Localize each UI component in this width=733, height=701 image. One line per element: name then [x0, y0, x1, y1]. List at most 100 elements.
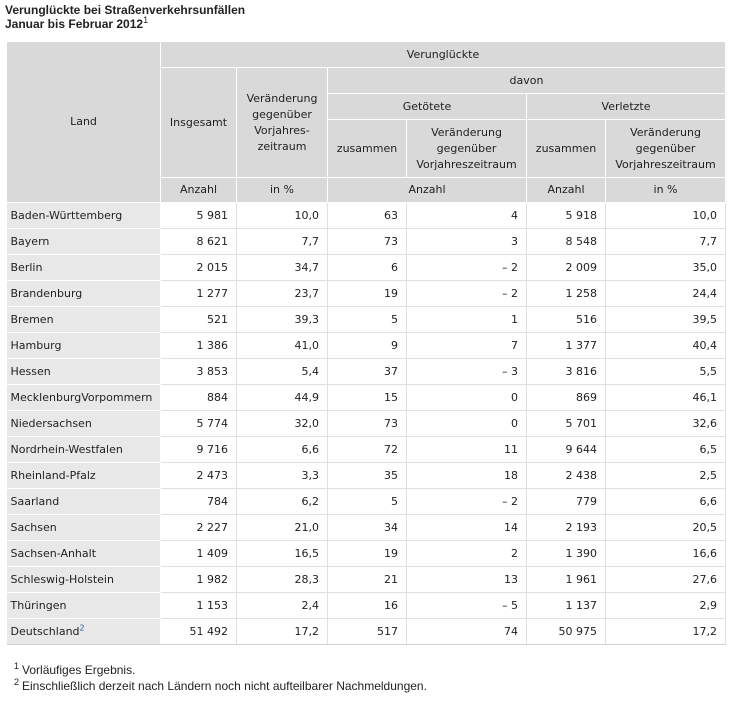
cell-getoetete: 16: [327, 592, 407, 619]
cell-getoetete-veraenderung: – 3: [406, 358, 527, 385]
cell-getoetete-veraenderung: 11: [406, 436, 527, 463]
cell-getoetete: 517: [327, 618, 407, 645]
cell-insgesamt: 884: [160, 384, 237, 411]
cell-land: Schleswig-Holstein: [6, 566, 161, 593]
cell-verletzte-veraenderung: 46,1: [605, 384, 727, 411]
cell-verletzte: 1 390: [526, 540, 606, 567]
cell-verletzte: 779: [526, 488, 606, 515]
cell-getoetete: 73: [327, 410, 407, 437]
cell-getoetete-veraenderung: 18: [406, 462, 527, 489]
cell-getoetete: 9: [327, 332, 407, 359]
cell-verletzte: 2 009: [526, 254, 606, 281]
footnote-ref-1[interactable]: 1: [143, 15, 149, 25]
cell-veraenderung: 6,2: [236, 488, 328, 515]
cell-verletzte: 8 548: [526, 228, 606, 255]
accident-table: Land Verunglückte Insgesamt Veränderung …: [6, 41, 727, 645]
cell-land: Saarland: [6, 488, 161, 515]
cell-land: Rheinland-Pfalz: [6, 462, 161, 489]
cell-veraenderung: 34,7: [236, 254, 328, 281]
cell-getoetete: 35: [327, 462, 407, 489]
cell-getoetete-veraenderung: – 2: [406, 254, 527, 281]
cell-verletzte-veraenderung: 17,2: [605, 618, 727, 645]
cell-getoetete: 21: [327, 566, 407, 593]
cell-getoetete-veraenderung: 0: [406, 410, 527, 437]
header-verletzte-veraenderung: Veränderung gegenüber Vorjahreszeitraum: [604, 119, 727, 178]
cell-verletzte: 869: [526, 384, 606, 411]
table-body: Baden-Württemberg 5 981 10,0 63 4 5 91 8 …: [6, 202, 727, 645]
cell-insgesamt: 1 386: [160, 332, 237, 359]
cell-veraenderung: 32,0: [236, 410, 328, 437]
cell-verletzte-veraenderung: 6,6: [605, 488, 727, 515]
cell-insgesamt: 2 473: [160, 462, 237, 489]
cell-getoetete-veraenderung: 1: [406, 306, 527, 333]
cell-getoetete-veraenderung: – 2: [406, 488, 527, 515]
cell-insgesamt: 5 981: [160, 202, 237, 229]
cell-getoetete: 72: [327, 436, 407, 463]
cell-insgesamt: 5 774: [160, 410, 237, 437]
cell-land: Bayern: [6, 228, 161, 255]
cell-verletzte-veraenderung: 24,4: [605, 280, 727, 307]
cell-land: MecklenburgVorpommern: [6, 384, 161, 411]
cell-land: Berlin: [6, 254, 161, 281]
cell-land: Niedersachsen: [6, 410, 161, 437]
header-davon: davon: [326, 67, 727, 94]
cell-getoetete-veraenderung: 14: [406, 514, 527, 541]
cell-land: Hessen: [6, 358, 161, 385]
cell-veraenderung: 41,0: [236, 332, 328, 359]
table-row: Hamburg 1 386 41,0 9 7 1 377 40,4: [6, 332, 727, 359]
cell-insgesamt: 3 853: [160, 358, 237, 385]
header-verunglueckte: Verunglückte: [159, 41, 727, 68]
cell-verletzte: 5 918: [526, 202, 606, 229]
cell-insgesamt: 1 409: [160, 540, 237, 567]
cell-getoetete-veraenderung: 13: [406, 566, 527, 593]
table-row: Berlin 2 015 34,7 6 – 2 2 009 35,0: [6, 254, 727, 281]
cell-land: Bremen: [6, 306, 161, 333]
cell-land: Hamburg: [6, 332, 161, 359]
cell-veraenderung: 17,2: [236, 618, 328, 645]
footnote-2-ref: 2: [14, 677, 20, 687]
cell-verletzte: 9 644: [526, 436, 606, 463]
cell-verletzte: 2 193: [526, 514, 606, 541]
title-period: Januar bis Februar 2012: [5, 17, 144, 31]
cell-getoetete: 19: [327, 540, 407, 567]
cell-veraenderung: 39,3: [236, 306, 328, 333]
cell-verletzte: 1 137: [526, 592, 606, 619]
cell-verletzte-veraenderung: 10,0: [605, 202, 727, 229]
cell-veraenderung: 23,7: [236, 280, 328, 307]
cell-getoetete-veraenderung: 3: [406, 228, 527, 255]
cell-verletzte: 2 438: [526, 462, 606, 489]
cell-verletzte-veraenderung: 27,6: [605, 566, 727, 593]
cell-veraenderung: 3,3: [236, 462, 328, 489]
table-row: Saarland 784 6,2 5 – 2 779 6,6: [6, 488, 727, 515]
cell-getoetete-veraenderung: 0: [406, 384, 527, 411]
cell-veraenderung: 28,3: [236, 566, 328, 593]
cell-insgesamt: 2 015: [160, 254, 237, 281]
cell-veraenderung: 10,0: [236, 202, 328, 229]
footnote-1-ref: 1: [14, 661, 20, 671]
cell-verletzte-veraenderung: 6,5: [605, 436, 727, 463]
page-title: Verunglückte bei Straßenverkehrsunfällen…: [5, 3, 245, 31]
cell-veraenderung: 6,6: [236, 436, 328, 463]
cell-verletzte-veraenderung: 2,9: [605, 592, 727, 619]
cell-getoetete-veraenderung: 2: [406, 540, 527, 567]
footnote-ref-2[interactable]: 2: [79, 623, 85, 633]
cell-verletzte-veraenderung: 20,5: [605, 514, 727, 541]
header-getoetete-zusammen: zusammen: [327, 119, 407, 178]
cell-verletzte-veraenderung: 40,4: [605, 332, 727, 359]
unit-prozent-verletzte: in %: [604, 177, 727, 203]
footnote-1: 1 Vorläufiges Ergebnis.: [14, 662, 427, 678]
header-insgesamt: Insgesamt: [160, 67, 237, 178]
cell-insgesamt: 2 227: [160, 514, 237, 541]
cell-getoetete-veraenderung: 4: [406, 202, 527, 229]
cell-verletzte: 50 975: [526, 618, 606, 645]
cell-verletzte-veraenderung: 7,7: [605, 228, 727, 255]
cell-getoetete: 34: [327, 514, 407, 541]
cell-veraenderung: 7,7: [236, 228, 328, 255]
table-row: Niedersachsen 5 774 32,0 73 0 5 701 32,6: [6, 410, 727, 437]
cell-land: Brandenburg: [6, 280, 161, 307]
cell-insgesamt: 1 982: [160, 566, 237, 593]
cell-land: Baden-Württemberg: [6, 202, 161, 229]
cell-getoetete: 5: [327, 488, 407, 515]
cell-land: Thüringen: [6, 592, 161, 619]
table-row: Thüringen 1 153 2,4 16 – 5 1 137 2,9: [6, 592, 727, 619]
